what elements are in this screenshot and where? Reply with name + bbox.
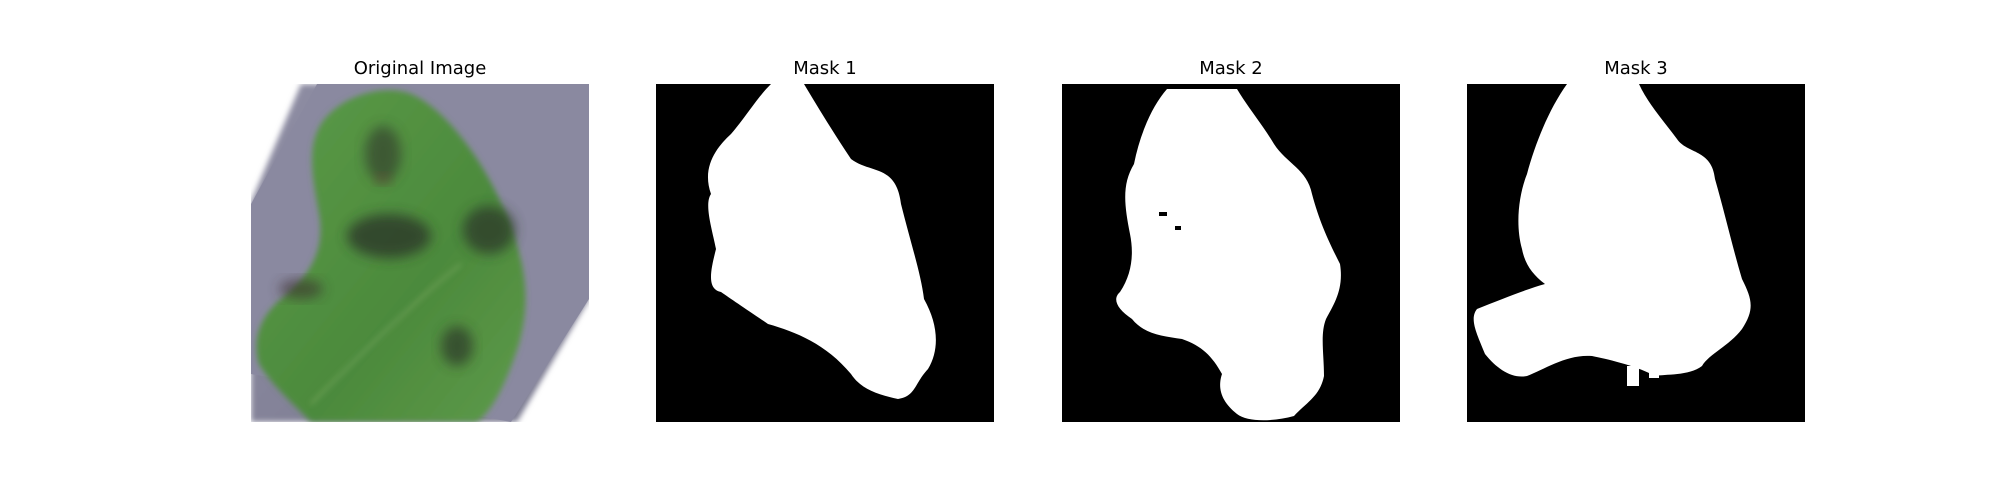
panel-title: Mask 1 — [793, 58, 857, 79]
leaf-spot — [463, 206, 515, 254]
mask-1-image — [656, 84, 994, 422]
panel-mask-2: Mask 2 — [1062, 0, 1400, 500]
leaf-spot — [279, 279, 323, 299]
panel-title: Mask 2 — [1199, 58, 1263, 79]
panel-mask-3: Mask 3 — [1467, 0, 1805, 500]
leaf-spot — [347, 214, 431, 258]
leaf-spot — [375, 174, 391, 184]
mask-region — [1473, 84, 1751, 377]
panel-original-image: Original Image — [251, 0, 589, 500]
leaf-spot — [365, 126, 401, 182]
panel-mask-1: Mask 1 — [656, 0, 994, 500]
mask-region — [1116, 89, 1341, 421]
mask-2-image — [1062, 84, 1400, 422]
original-leaf-photo — [251, 84, 589, 422]
panel-title: Original Image — [353, 58, 487, 79]
mask-region — [707, 84, 936, 399]
mask-3-image — [1467, 84, 1805, 422]
panel-title: Mask 3 — [1604, 58, 1668, 79]
leaf-spot — [441, 326, 473, 366]
